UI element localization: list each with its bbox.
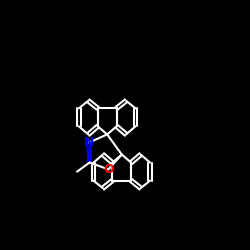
Text: N: N [84, 136, 94, 149]
Text: O: O [103, 163, 114, 176]
